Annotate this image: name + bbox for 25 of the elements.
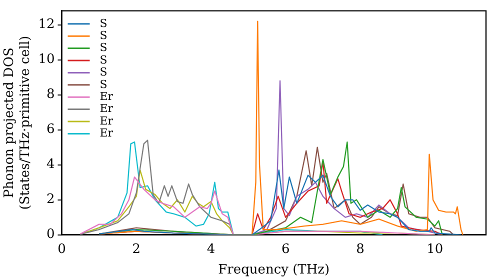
legend-label: Er bbox=[100, 102, 114, 116]
y-tick-label: 10 bbox=[38, 52, 55, 68]
x-tick-label: 10 bbox=[426, 242, 444, 257]
legend-label: S bbox=[100, 41, 108, 54]
legend-label: S bbox=[100, 16, 108, 30]
legend-label: S bbox=[100, 66, 108, 79]
legend-label: Er bbox=[100, 126, 114, 140]
legend-label: Er bbox=[100, 114, 114, 128]
x-tick-label: 4 bbox=[206, 242, 216, 257]
y-tick-label: 8 bbox=[46, 87, 55, 102]
x-tick-label: 8 bbox=[356, 242, 364, 257]
x-tick-label: 6 bbox=[281, 242, 290, 257]
y-tick-label: 6 bbox=[46, 122, 55, 138]
legend-label: S bbox=[100, 78, 108, 91]
y-tick-label: 2 bbox=[46, 192, 55, 208]
x-tick-label: 0 bbox=[58, 242, 66, 257]
x-tick-label: 2 bbox=[132, 242, 141, 257]
legend-label: S bbox=[100, 28, 108, 42]
legend-label: S bbox=[100, 53, 108, 66]
y-axis-title: Phonon projected DOS (States/THz·primitive cell) bbox=[2, 36, 33, 210]
y-tick-label: 12 bbox=[38, 17, 55, 32]
legend-label: Er bbox=[100, 90, 114, 103]
y-tick-label: 0 bbox=[46, 227, 55, 242]
y-tick-label: 4 bbox=[46, 157, 55, 172]
x-axis-title: Frequency (THz) bbox=[218, 262, 330, 278]
